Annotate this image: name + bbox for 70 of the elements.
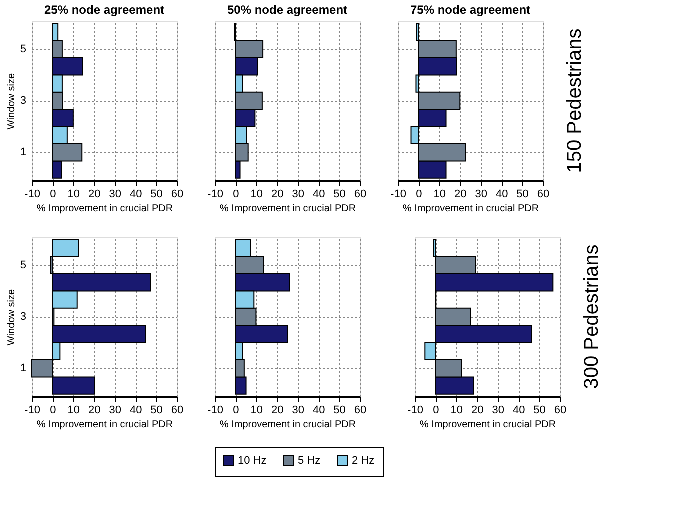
x-tick-label: 0 xyxy=(50,188,56,200)
x-tick-label: 10 xyxy=(250,404,264,416)
x-tick-label: 50 xyxy=(534,404,546,416)
x-tick-label: -10 xyxy=(208,188,224,200)
x-axis-title: % Improvement in crucial PDR xyxy=(36,420,174,430)
x-tick-label: 40 xyxy=(312,188,326,200)
x-tick-label: 30 xyxy=(475,188,488,200)
x-tick-label: 40 xyxy=(130,188,142,200)
legend-label: 10 Hz xyxy=(238,454,267,467)
x-tick-label: 0 xyxy=(50,404,56,416)
legend-label: 2 Hz xyxy=(352,454,375,467)
x-tick-label: 30 xyxy=(292,188,304,200)
y-tick-label: 3 xyxy=(20,95,26,107)
chart-title: 25% node agreement xyxy=(44,3,165,17)
x-tick-label: 50 xyxy=(150,188,163,200)
x-tick-label: 20 xyxy=(272,188,284,200)
x-tick-label: 50 xyxy=(334,188,346,200)
x-tick-label: 60 xyxy=(171,188,184,200)
x-tick-label: -10 xyxy=(24,404,40,416)
y-tick-label: 5 xyxy=(20,43,26,56)
x-tick-label: 30 xyxy=(109,188,122,200)
y-axis-title: Window size xyxy=(6,73,18,130)
y-axis-title: Window size xyxy=(6,289,18,346)
x-tick-label: 60 xyxy=(354,404,367,416)
x-tick-label: 60 xyxy=(537,188,550,200)
x-tick-label: 10 xyxy=(450,404,464,416)
x-tick-label: 40 xyxy=(312,404,326,416)
x-tick-label: -10 xyxy=(24,188,40,200)
x-tick-label: 20 xyxy=(472,404,484,416)
x-tick-label: -10 xyxy=(390,188,406,200)
x-tick-label: -10 xyxy=(408,404,424,416)
x-tick-label: 50 xyxy=(516,188,529,200)
x-axis-title: % Improvement in crucial PDR xyxy=(220,420,356,430)
x-tick-label: 20 xyxy=(272,404,284,416)
x-tick-label: 20 xyxy=(88,404,101,416)
x-tick-label: 60 xyxy=(554,404,567,416)
x-tick-label: 0 xyxy=(416,188,422,200)
x-tick-label: 40 xyxy=(496,188,508,200)
x-tick-label: 0 xyxy=(233,188,240,200)
x-tick-label: 60 xyxy=(354,188,367,200)
x-tick-label: 10 xyxy=(68,188,80,200)
x-tick-label: 0 xyxy=(433,404,440,416)
x-axis-title: % Improvement in crucial PDR xyxy=(220,204,356,214)
chart-title: 50% node agreement xyxy=(227,3,348,17)
text: 300 Pedestrians xyxy=(581,244,603,390)
x-tick-label: 30 xyxy=(109,404,122,416)
x-tick-label: 10 xyxy=(68,404,80,416)
x-tick-label: 20 xyxy=(454,188,467,200)
x-tick-label: 30 xyxy=(492,404,504,416)
chart-title: 75% node agreement xyxy=(410,3,531,17)
x-tick-label: 20 xyxy=(88,188,101,200)
x-tick-label: 40 xyxy=(130,404,142,416)
x-tick-label: 50 xyxy=(334,404,346,416)
y-tick-label: 1 xyxy=(20,146,26,159)
y-tick-label: 1 xyxy=(20,362,26,375)
x-axis-title: % Improvement in crucial PDR xyxy=(36,204,174,214)
x-tick-label: 0 xyxy=(233,404,240,416)
x-tick-label: 10 xyxy=(250,188,264,200)
x-tick-label: 50 xyxy=(150,404,163,416)
legend-label: 5 Hz xyxy=(298,454,321,467)
y-tick-label: 5 xyxy=(20,259,26,272)
x-tick-label: 40 xyxy=(512,404,526,416)
y-tick-label: 3 xyxy=(20,311,26,323)
x-tick-label: 30 xyxy=(292,404,304,416)
x-tick-label: 60 xyxy=(171,404,184,416)
x-tick-label: 10 xyxy=(434,188,446,200)
x-axis-title: % Improvement in crucial PDR xyxy=(402,204,540,214)
text: 150 Pedestrians xyxy=(564,28,586,174)
x-tick-label: -10 xyxy=(208,404,224,416)
x-axis-title: % Improvement in crucial PDR xyxy=(420,420,556,430)
